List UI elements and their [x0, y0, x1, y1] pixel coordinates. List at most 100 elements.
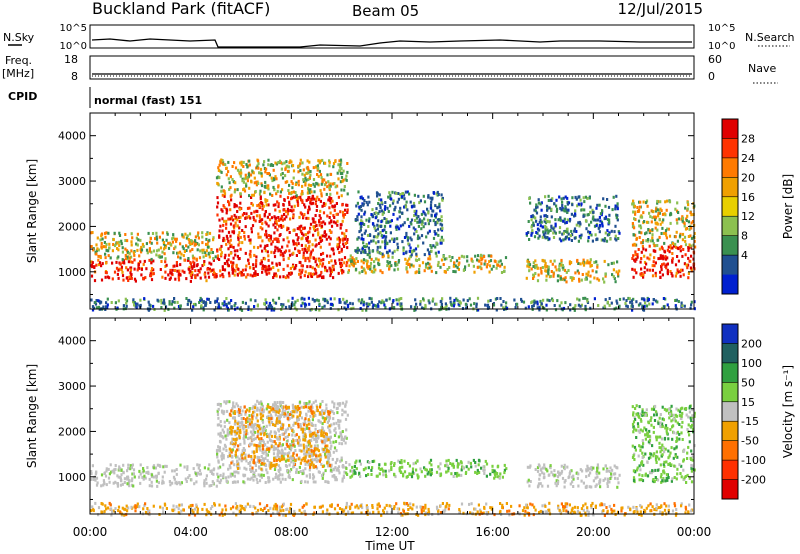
power-cell: [104, 305, 108, 309]
power-cell: [294, 247, 297, 251]
power-cell: [540, 302, 543, 306]
power-cell: [434, 245, 437, 249]
power-cell: [634, 250, 637, 254]
velocity-cell: [339, 434, 342, 438]
power-cell: [105, 301, 108, 305]
power-cell: [150, 250, 153, 254]
power-cell: [266, 244, 269, 247]
velocity-cell: [243, 434, 246, 438]
power-cell: [533, 235, 537, 239]
velocity-cell: [343, 410, 346, 414]
power-cell: [687, 256, 690, 260]
power-cell: [568, 237, 571, 241]
power-cell: [643, 260, 647, 264]
power-cell: [223, 194, 226, 198]
power-cell: [677, 211, 680, 214]
power-cell: [272, 223, 275, 227]
power-cell: [332, 268, 335, 272]
velocity-cell: [252, 427, 255, 431]
power-cell: [439, 300, 442, 304]
velocity-cell: [258, 444, 261, 448]
velocity-cell: [216, 409, 219, 413]
power-cell: [559, 216, 562, 220]
power-cell: [381, 252, 384, 256]
power-cell: [317, 299, 320, 303]
velocity-cell: [298, 438, 301, 442]
power-cell: [398, 215, 401, 219]
power-cell: [360, 301, 363, 305]
power-cell: [294, 300, 297, 304]
power-cell: [225, 211, 228, 215]
power-cell: [258, 192, 262, 196]
velocity-cell: [248, 419, 251, 423]
power-cell: [275, 162, 278, 166]
power-cell: [473, 302, 476, 306]
power-cell: [257, 166, 260, 170]
power-cell: [265, 268, 268, 272]
power-cell: [555, 198, 558, 202]
power-cell: [191, 271, 194, 274]
power-cell: [659, 254, 662, 258]
power-cell: [560, 263, 563, 267]
velocity-cell: [279, 473, 282, 477]
power-cell: [598, 230, 601, 234]
power-cell: [147, 308, 150, 312]
power-cell: [247, 174, 251, 178]
power-cell: [318, 302, 321, 306]
power-cell: [373, 224, 376, 228]
power-cell: [233, 249, 236, 253]
power-cell: [392, 306, 396, 310]
power-cell: [639, 226, 643, 230]
velocity-cell: [272, 477, 275, 481]
power-cell: [616, 205, 619, 209]
velocity-cell: [233, 410, 236, 413]
power-cell: [288, 231, 291, 234]
power-cell: [241, 241, 244, 245]
power-cell: [576, 297, 579, 301]
power-cell: [489, 299, 492, 302]
power-cell: [361, 270, 364, 273]
power-cell: [693, 307, 696, 311]
power-cell: [277, 237, 280, 241]
power-cell: [420, 306, 424, 310]
power-cell: [653, 264, 656, 268]
power-cell: [196, 273, 199, 277]
power-cell: [637, 219, 641, 223]
power-cell: [323, 222, 327, 226]
power-cell: [497, 260, 500, 264]
power-cell: [430, 213, 433, 217]
power-cell: [535, 264, 538, 268]
power-cell: [684, 206, 687, 210]
power-cell: [205, 237, 208, 241]
power-cell: [329, 269, 332, 273]
velocity-cell: [289, 448, 292, 452]
power-cell: [376, 227, 379, 231]
power-cell: [116, 306, 119, 310]
power-cell: [283, 161, 286, 165]
velocity-cell: [284, 459, 288, 463]
velocity-cell: [238, 434, 241, 438]
power-cell: [676, 255, 679, 258]
power-cell: [419, 199, 422, 203]
power-cell: [666, 271, 669, 275]
power-cell: [282, 238, 285, 242]
power-cell: [263, 246, 266, 250]
power-cell: [232, 230, 236, 234]
power-cell: [385, 218, 388, 221]
power-cell: [163, 301, 166, 305]
power-cell: [616, 202, 619, 206]
power-cell: [606, 229, 609, 233]
power-cell: [661, 226, 664, 230]
power-cell: [273, 188, 276, 192]
power-cell: [275, 237, 278, 241]
power-cell: [245, 184, 248, 188]
velocity-cell: [243, 473, 247, 477]
power-cell: [636, 206, 639, 209]
velocity-cell: [223, 420, 226, 424]
power-cell: [270, 308, 273, 312]
velocity-cell: [126, 482, 129, 486]
power-cell: [413, 209, 416, 213]
power-cell: [595, 270, 598, 274]
power-cell: [263, 191, 266, 195]
